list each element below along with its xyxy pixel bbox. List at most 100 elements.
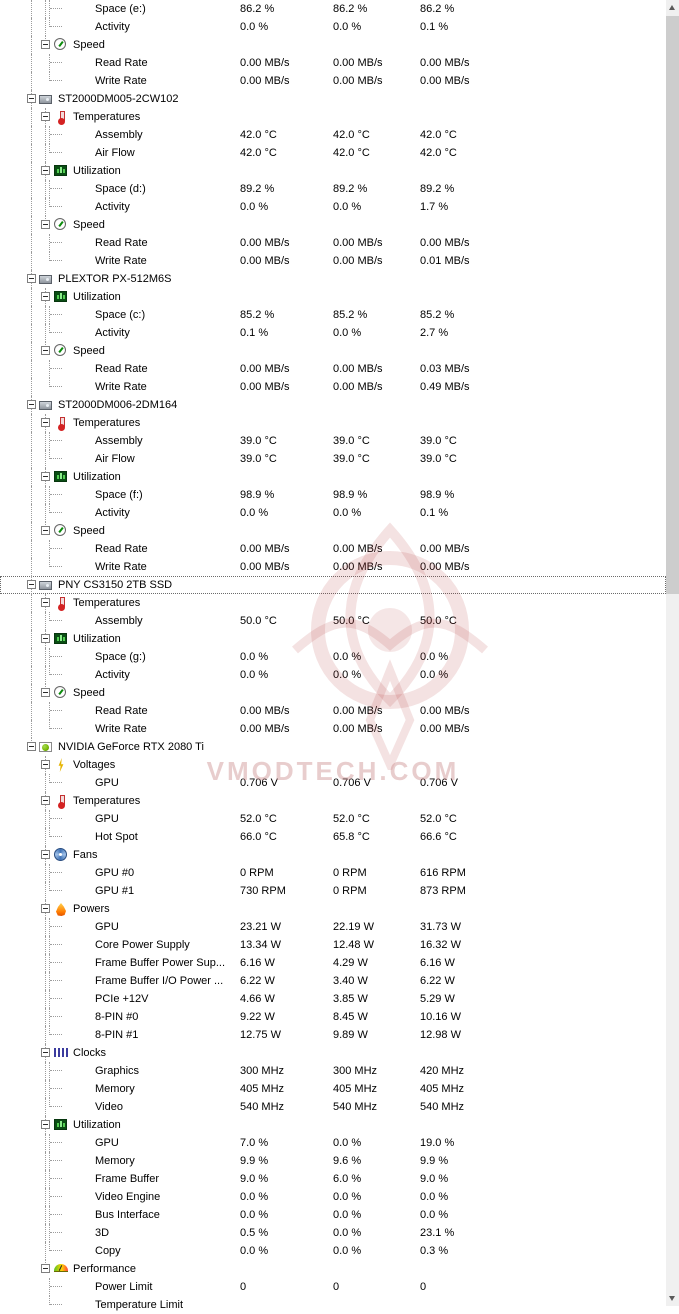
sensor-row[interactable]: Space (g:) 0.0 % 0.0 % 0.0 % — [0, 648, 666, 666]
group-row[interactable]: Speed — [0, 522, 666, 540]
sensor-row[interactable]: 8-PIN #1 12.75 W 9.89 W 12.98 W — [0, 1026, 666, 1044]
sensor-row[interactable]: Space (d:) 89.2 % 89.2 % 89.2 % — [0, 180, 666, 198]
sensor-row[interactable]: 3D 0.5 % 0.0 % 23.1 % — [0, 1224, 666, 1242]
group-row[interactable]: Performance — [0, 1260, 666, 1278]
collapse-toggle[interactable] — [41, 598, 50, 607]
sensor-row[interactable]: Assembly 42.0 °C 42.0 °C 42.0 °C — [0, 126, 666, 144]
group-row[interactable]: Temperatures — [0, 108, 666, 126]
sensor-row[interactable]: Read Rate 0.00 MB/s 0.00 MB/s 0.00 MB/s — [0, 702, 666, 720]
collapse-toggle[interactable] — [27, 742, 36, 751]
device-row[interactable]: NVIDIA GeForce RTX 2080 Ti — [0, 738, 666, 756]
group-row[interactable]: Temperatures — [0, 594, 666, 612]
group-row[interactable]: Speed — [0, 36, 666, 54]
sensor-row[interactable]: PCIe +12V 4.66 W 3.85 W 5.29 W — [0, 990, 666, 1008]
group-row[interactable]: Utilization — [0, 468, 666, 486]
device-row[interactable]: ST2000DM006-2DM164 — [0, 396, 666, 414]
sensor-row[interactable]: Air Flow 42.0 °C 42.0 °C 42.0 °C — [0, 144, 666, 162]
sensor-row[interactable]: Memory 405 MHz 405 MHz 405 MHz — [0, 1080, 666, 1098]
sensor-row[interactable]: Hot Spot 66.0 °C 65.8 °C 66.6 °C — [0, 828, 666, 846]
sensor-row[interactable]: 8-PIN #0 9.22 W 8.45 W 10.16 W — [0, 1008, 666, 1026]
sensor-row[interactable]: Activity 0.0 % 0.0 % 1.7 % — [0, 198, 666, 216]
sensor-row[interactable]: Temperature Limit — [0, 1296, 666, 1314]
group-row[interactable]: Powers — [0, 900, 666, 918]
sensor-row[interactable]: GPU 52.0 °C 52.0 °C 52.0 °C — [0, 810, 666, 828]
sensor-row[interactable]: Read Rate 0.00 MB/s 0.00 MB/s 0.00 MB/s — [0, 54, 666, 72]
collapse-toggle[interactable] — [41, 112, 50, 121]
collapse-toggle[interactable] — [41, 1048, 50, 1057]
sensor-row[interactable]: Activity 0.0 % 0.0 % 0.1 % — [0, 504, 666, 522]
sensor-row[interactable]: Video 540 MHz 540 MHz 540 MHz — [0, 1098, 666, 1116]
sensor-row[interactable]: GPU #0 0 RPM 0 RPM 616 RPM — [0, 864, 666, 882]
collapse-toggle[interactable] — [41, 292, 50, 301]
vertical-scrollbar[interactable] — [666, 0, 679, 1306]
device-row[interactable]: PNY CS3150 2TB SSD — [0, 576, 666, 594]
sensor-row[interactable]: Activity 0.0 % 0.0 % 0.0 % — [0, 666, 666, 684]
sensor-row[interactable]: Write Rate 0.00 MB/s 0.00 MB/s 0.01 MB/s — [0, 252, 666, 270]
collapse-toggle[interactable] — [41, 418, 50, 427]
collapse-toggle[interactable] — [41, 850, 50, 859]
collapse-toggle[interactable] — [41, 760, 50, 769]
group-row[interactable]: Temperatures — [0, 792, 666, 810]
sensor-row[interactable]: Frame Buffer Power Sup... 6.16 W 4.29 W 6.1… — [0, 954, 666, 972]
group-row[interactable]: Temperatures — [0, 414, 666, 432]
sensor-row[interactable]: Air Flow 39.0 °C 39.0 °C 39.0 °C — [0, 450, 666, 468]
sensor-row[interactable]: Copy 0.0 % 0.0 % 0.3 % — [0, 1242, 666, 1260]
sensor-row[interactable]: Assembly 39.0 °C 39.0 °C 39.0 °C — [0, 432, 666, 450]
sensor-row[interactable]: Write Rate 0.00 MB/s 0.00 MB/s 0.00 MB/s — [0, 720, 666, 738]
collapse-toggle[interactable] — [27, 580, 36, 589]
sensor-row[interactable]: Space (e:) 86.2 % 86.2 % 86.2 % — [0, 0, 666, 18]
sensor-row[interactable]: Read Rate 0.00 MB/s 0.00 MB/s 0.00 MB/s — [0, 234, 666, 252]
group-row[interactable]: Utilization — [0, 288, 666, 306]
group-row[interactable]: Utilization — [0, 162, 666, 180]
collapse-toggle[interactable] — [41, 688, 50, 697]
group-row[interactable]: Voltages — [0, 756, 666, 774]
collapse-toggle[interactable] — [41, 1120, 50, 1129]
sensor-row[interactable]: Core Power Supply 13.34 W 12.48 W 16.32 W — [0, 936, 666, 954]
sensor-row[interactable]: Read Rate 0.00 MB/s 0.00 MB/s 0.00 MB/s — [0, 540, 666, 558]
collapse-toggle[interactable] — [27, 274, 36, 283]
collapse-toggle[interactable] — [41, 166, 50, 175]
group-row[interactable]: Utilization — [0, 1116, 666, 1134]
device-row[interactable]: PLEXTOR PX-512M6S — [0, 270, 666, 288]
collapse-toggle[interactable] — [41, 904, 50, 913]
sensor-row[interactable]: Activity 0.1 % 0.0 % 2.7 % — [0, 324, 666, 342]
sensor-row[interactable]: GPU #1 730 RPM 0 RPM 873 RPM — [0, 882, 666, 900]
scroll-thumb[interactable] — [666, 16, 679, 594]
group-row[interactable]: Clocks — [0, 1044, 666, 1062]
sensor-row[interactable]: Assembly 50.0 °C 50.0 °C 50.0 °C — [0, 612, 666, 630]
collapse-toggle[interactable] — [27, 400, 36, 409]
sensor-row[interactable]: Activity 0.0 % 0.0 % 0.1 % — [0, 18, 666, 36]
collapse-toggle[interactable] — [41, 220, 50, 229]
collapse-toggle[interactable] — [41, 472, 50, 481]
sensor-row[interactable]: Read Rate 0.00 MB/s 0.00 MB/s 0.03 MB/s — [0, 360, 666, 378]
sensor-row[interactable]: GPU 0.706 V 0.706 V 0.706 V — [0, 774, 666, 792]
sensor-row[interactable]: Video Engine 0.0 % 0.0 % 0.0 % — [0, 1188, 666, 1206]
sensor-row[interactable]: Memory 9.9 % 9.6 % 9.9 % — [0, 1152, 666, 1170]
sensor-row[interactable]: Write Rate 0.00 MB/s 0.00 MB/s 0.00 MB/s — [0, 558, 666, 576]
sensor-row[interactable]: Write Rate 0.00 MB/s 0.00 MB/s 0.00 MB/s — [0, 72, 666, 90]
collapse-toggle[interactable] — [41, 346, 50, 355]
sensor-row[interactable]: Space (c:) 85.2 % 85.2 % 85.2 % — [0, 306, 666, 324]
device-row[interactable]: ST2000DM005-2CW102 — [0, 90, 666, 108]
sensor-row[interactable]: Graphics 300 MHz 300 MHz 420 MHz — [0, 1062, 666, 1080]
group-row[interactable]: Utilization — [0, 630, 666, 648]
sensor-row[interactable]: Bus Interface 0.0 % 0.0 % 0.0 % — [0, 1206, 666, 1224]
collapse-toggle[interactable] — [27, 94, 36, 103]
group-row[interactable]: Speed — [0, 684, 666, 702]
collapse-toggle[interactable] — [41, 796, 50, 805]
group-row[interactable]: Speed — [0, 216, 666, 234]
scroll-down-button[interactable] — [666, 1291, 679, 1306]
scroll-up-button[interactable] — [666, 0, 679, 15]
sensor-row[interactable]: Space (f:) 98.9 % 98.9 % 98.9 % — [0, 486, 666, 504]
collapse-toggle[interactable] — [41, 526, 50, 535]
sensor-row[interactable]: Frame Buffer I/O Power ... 6.22 W 3.40 W 6.… — [0, 972, 666, 990]
collapse-toggle[interactable] — [41, 40, 50, 49]
sensor-row[interactable]: Frame Buffer 9.0 % 6.0 % 9.0 % — [0, 1170, 666, 1188]
sensor-row[interactable]: GPU 7.0 % 0.0 % 19.0 % — [0, 1134, 666, 1152]
sensor-row[interactable]: GPU 23.21 W 22.19 W 31.73 W — [0, 918, 666, 936]
group-row[interactable]: Fans — [0, 846, 666, 864]
sensor-row[interactable]: Write Rate 0.00 MB/s 0.00 MB/s 0.49 MB/s — [0, 378, 666, 396]
collapse-toggle[interactable] — [41, 634, 50, 643]
sensor-row[interactable]: Power Limit 0 0 0 — [0, 1278, 666, 1296]
group-row[interactable]: Speed — [0, 342, 666, 360]
